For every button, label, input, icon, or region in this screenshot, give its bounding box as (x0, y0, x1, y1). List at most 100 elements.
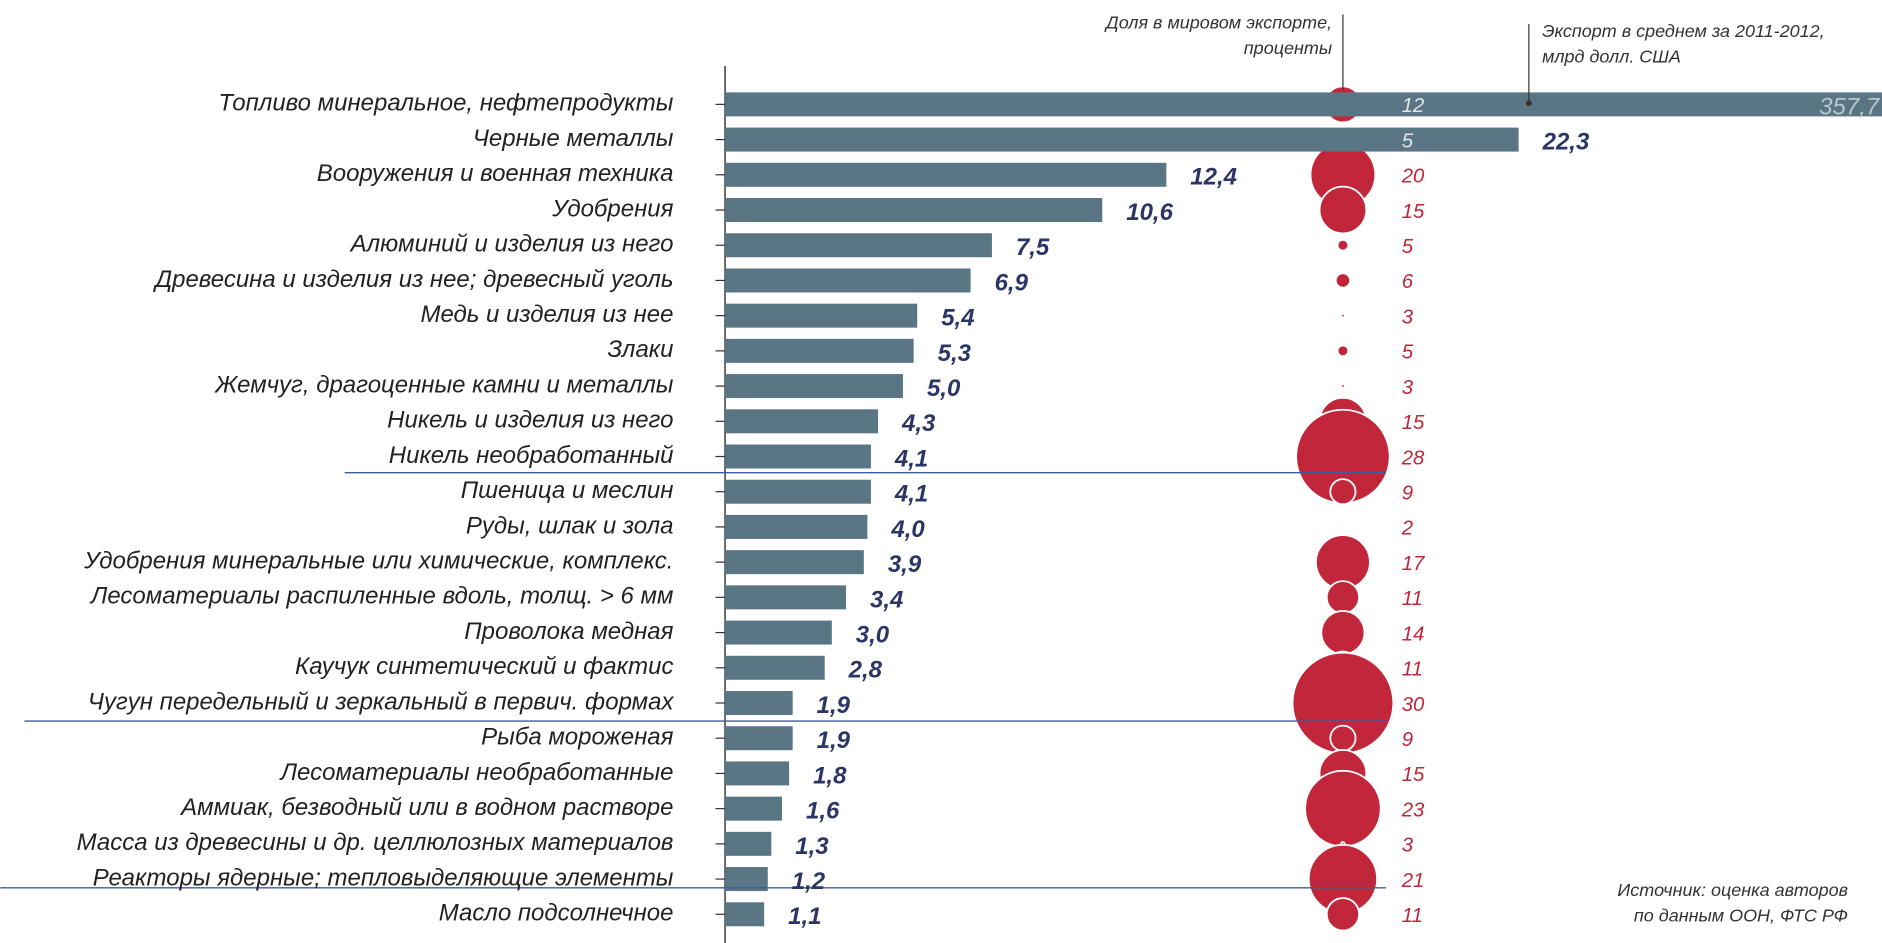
bubble-label: 12 (1402, 95, 1425, 117)
category-label: Удобрения (551, 195, 673, 222)
value-label: 1,9 (817, 692, 851, 719)
bubble (1340, 383, 1346, 389)
source: Источник: оценка авторов (1617, 880, 1848, 900)
bubble-label: 14 (1402, 623, 1425, 645)
bubble-label: 5 (1402, 342, 1414, 364)
bar (725, 198, 1103, 223)
bubble (1334, 272, 1352, 289)
source: по данным ООН, ФТС РФ (1634, 905, 1848, 925)
category-label: Лесоматериалы необработанные (279, 759, 674, 786)
value-label: 3,0 (856, 622, 890, 649)
value-label: 3,4 (870, 586, 903, 613)
bubble-label: 17 (1402, 553, 1425, 575)
value-label: 4,1 (894, 481, 928, 508)
value-label: 6,9 (995, 269, 1029, 296)
category-label: Вооружения и военная техника (317, 160, 674, 187)
bubble (1340, 524, 1346, 530)
bar (725, 268, 971, 293)
bubble-label: 28 (1401, 447, 1425, 469)
value-label: 4,1 (894, 445, 928, 472)
value-label: 1,1 (788, 903, 821, 930)
bubble (1329, 478, 1357, 506)
bubble-label: 21 (1401, 870, 1425, 892)
category-label: Чугун передельный и зеркальный в первич.… (88, 688, 675, 715)
bar (725, 233, 992, 258)
category-label: Алюминий и изделия из него (349, 231, 674, 258)
bubble (1336, 238, 1350, 252)
bubble (1329, 724, 1357, 752)
bubble (1320, 610, 1366, 656)
category-label: Лесоматериалы распиленные вдоль, толщ. >… (89, 583, 674, 610)
bar (725, 444, 871, 469)
value-label: 4,0 (890, 516, 925, 543)
category-label: Аммиак, безводный или в водном растворе (179, 794, 673, 821)
value-label: 7,5 (1016, 234, 1050, 261)
category-label: Удобрения минеральные или химические, ко… (83, 547, 673, 574)
value-label: 5,3 (938, 340, 972, 367)
bubbles (1291, 85, 1395, 932)
bubble-label: 23 (1401, 799, 1425, 821)
bubble-label: 9 (1402, 729, 1413, 751)
bar (725, 374, 903, 399)
bubble (1336, 344, 1350, 358)
bubble (1340, 312, 1346, 319)
bubble-title: проценты (1244, 38, 1332, 58)
value-label: 4,3 (901, 410, 936, 437)
bubble-label: 6 (1402, 271, 1414, 293)
bar (725, 690, 793, 715)
bar (725, 726, 793, 751)
bubble-label: 11 (1402, 905, 1423, 927)
category-label: Топливо минеральное, нефтепродукты (218, 90, 673, 117)
category-label: Никель и изделия из него (387, 407, 673, 434)
value-label: 357,7 (1819, 93, 1881, 120)
category-label: Каучук синтетический и фактис (295, 653, 673, 680)
category-label: Никель необработанный (389, 442, 674, 469)
value-label: 1,6 (806, 798, 840, 825)
bubble-label: 15 (1402, 412, 1425, 434)
bubble (1325, 897, 1361, 932)
bubble (1318, 185, 1368, 235)
value-label: 12,4 (1190, 164, 1237, 191)
bar (725, 338, 914, 363)
category-label: Пшеница и меслин (461, 477, 674, 504)
bubble-label: 11 (1402, 659, 1423, 681)
bubble-label: 15 (1402, 764, 1425, 786)
bubble-label: 15 (1402, 201, 1425, 223)
bubble-label: 11 (1402, 588, 1423, 610)
bar (725, 162, 1167, 187)
value-label: 22,3 (1542, 129, 1590, 156)
bar (725, 550, 864, 575)
marks (725, 85, 1882, 932)
category-label: Рыба мороженая (481, 724, 673, 751)
bubble-label: 5 (1402, 130, 1414, 152)
bubble-title: Доля в мировом экспорте, (1104, 13, 1332, 33)
bubble-label: 9 (1402, 483, 1413, 505)
bar (725, 867, 768, 892)
value-label: 5,0 (927, 375, 961, 402)
bar (725, 831, 772, 856)
bubble-label: 3 (1402, 835, 1414, 857)
bubble-label: 3 (1402, 306, 1414, 328)
category-label: Черные металлы (473, 125, 674, 152)
value-label: 3,9 (888, 551, 922, 578)
category-label: Масло подсолнечное (439, 900, 674, 927)
value-title: Экспорт в среднем за 2011-2012, (1542, 21, 1825, 41)
pointer-dot (1525, 100, 1532, 107)
bubble (1304, 769, 1382, 848)
value-title: млрд долл. США (1542, 46, 1681, 66)
bar (725, 92, 1882, 117)
category-label: Медь и изделия из нее (420, 301, 673, 328)
category-label: Жемчуг, драгоценные камни и металлы (214, 371, 674, 398)
bar (725, 127, 1519, 152)
bubble-label: 2 (1401, 518, 1414, 540)
bubble-label: 3 (1402, 377, 1414, 399)
category-label: Проволока медная (464, 618, 673, 645)
bubble-label: 20 (1401, 166, 1425, 188)
bar (725, 409, 879, 434)
value-label: 1,3 (795, 833, 829, 860)
category-label: Древесина и изделия из нее; древесный уг… (152, 266, 673, 293)
bar (725, 303, 918, 328)
bar (725, 761, 790, 786)
bar (725, 655, 825, 680)
